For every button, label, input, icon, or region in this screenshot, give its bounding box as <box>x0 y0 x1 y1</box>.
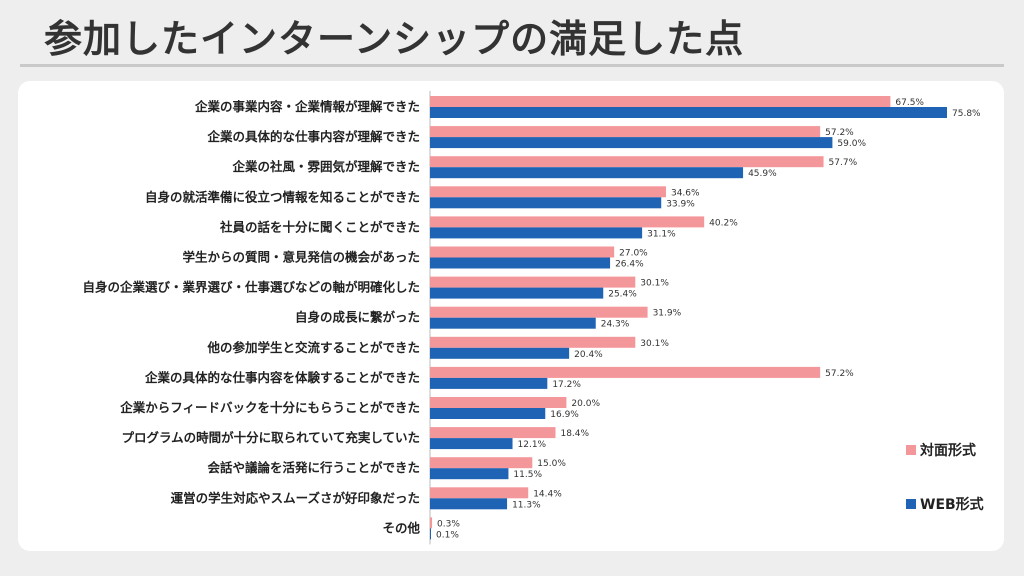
value-label-web: 12.1% <box>518 440 547 450</box>
value-label-face-to-face: 15.0% <box>537 459 566 469</box>
value-label-web: 17.2% <box>552 380 581 390</box>
bar-web <box>430 227 643 239</box>
value-label-face-to-face: 67.5% <box>895 98 924 108</box>
value-label-web: 0.1% <box>436 530 459 540</box>
bar-face-to-face <box>430 96 891 107</box>
bar-web <box>430 287 604 299</box>
value-label-web: 11.3% <box>512 500 541 510</box>
category-label: 企業の具体的な仕事内容を体験することができた <box>144 370 420 385</box>
category-label: 社員の話を十分に聞くことができた <box>219 219 420 234</box>
chart-panel: 企業の事業内容・企業情報が理解できた 67.5% 75.8% 企業の具体的な仕事内容が… <box>18 81 1004 551</box>
legend-item-face-to-face: 対面形式 <box>906 440 1016 460</box>
value-label-face-to-face: 14.4% <box>533 489 562 499</box>
bar-face-to-face <box>430 427 556 439</box>
value-label-face-to-face: 34.6% <box>671 188 700 198</box>
bar-face-to-face <box>430 336 636 348</box>
category-label: 企業の具体的な仕事内容が理解できた <box>206 129 420 144</box>
bar-web <box>430 498 508 510</box>
bar-face-to-face <box>430 126 821 138</box>
bar-web <box>430 528 431 540</box>
value-label-face-to-face: 0.3% <box>437 519 460 529</box>
value-label-face-to-face: 31.9% <box>653 309 682 319</box>
category-label: 学生からの質問・意見発信の機会があった <box>182 250 420 265</box>
value-label-face-to-face: 18.4% <box>560 429 589 439</box>
bar-face-to-face <box>430 156 824 168</box>
value-label-web: 45.9% <box>748 169 777 179</box>
legend-swatch-face-to-face <box>906 445 916 455</box>
bar-face-to-face <box>430 246 615 258</box>
category-label: 自身の成長に繋がった <box>295 310 420 325</box>
value-label-web: 33.9% <box>666 199 695 209</box>
bar-face-to-face <box>430 276 636 288</box>
page-title: 参加したインターンシップの満足した点 <box>44 17 745 61</box>
bar-face-to-face <box>430 397 567 408</box>
value-label-face-to-face: 57.2% <box>825 128 854 138</box>
bar-face-to-face <box>430 216 705 228</box>
value-label-face-to-face: 20.0% <box>571 399 600 409</box>
category-label: その他 <box>382 520 420 535</box>
category-label: 企業からフィードバックを十分にもらうことができた <box>119 400 420 415</box>
bar-web <box>430 317 596 329</box>
category-label: 企業の事業内容・企業情報が理解できた <box>194 99 420 114</box>
value-label-web: 11.5% <box>513 470 542 480</box>
value-label-web: 20.4% <box>574 350 603 360</box>
legend: 対面形式 WEB形式 <box>906 440 1016 548</box>
bar-web <box>430 257 611 269</box>
legend-label-web: WEB形式 <box>920 497 984 513</box>
category-label: 企業の社風・雰囲気が理解できた <box>231 159 420 174</box>
category-label: プログラムの時間が十分に取られていて充実していた <box>121 430 420 445</box>
value-label-face-to-face: 40.2% <box>709 218 738 228</box>
value-label-web: 25.4% <box>608 290 637 300</box>
bar-face-to-face <box>430 186 666 198</box>
value-label-face-to-face: 30.1% <box>640 279 669 289</box>
bar-face-to-face <box>430 457 533 469</box>
category-label: 自身の就活準備に役立つ情報を知ることができた <box>145 189 420 204</box>
value-label-face-to-face: 27.0% <box>619 249 648 259</box>
bar-web <box>430 197 662 209</box>
bar-web <box>430 377 548 389</box>
legend-label-face-to-face: 対面形式 <box>920 443 976 459</box>
value-label-web: 75.8% <box>952 109 981 119</box>
bar-chart: 企業の事業内容・企業情報が理解できた 67.5% 75.8% 企業の具体的な仕事内容が… <box>82 91 981 545</box>
bar-web <box>430 167 744 179</box>
bar-web <box>430 468 509 480</box>
value-label-face-to-face: 30.1% <box>640 339 669 349</box>
bar-web <box>430 347 570 359</box>
value-label-web: 31.1% <box>647 229 676 239</box>
bar-face-to-face <box>430 366 821 378</box>
bar-web <box>430 137 833 149</box>
category-label: 運営の学生対応やスムーズさが好印象だった <box>171 490 420 505</box>
value-label-web: 59.0% <box>837 139 866 149</box>
value-label-web: 24.3% <box>601 320 630 330</box>
value-label-web: 16.9% <box>550 410 579 420</box>
legend-swatch-web <box>906 499 916 509</box>
value-label-web: 26.4% <box>615 260 644 270</box>
bar-face-to-face <box>430 517 433 529</box>
bar-web <box>430 408 546 419</box>
bar-web <box>430 107 947 118</box>
value-label-face-to-face: 57.2% <box>825 369 854 379</box>
bar-face-to-face <box>430 487 529 499</box>
category-label: 他の参加学生と交流することができた <box>206 340 420 355</box>
bar-web <box>430 438 513 450</box>
legend-item-web: WEB形式 <box>906 494 1016 514</box>
category-label: 会話や議論を活発に行うことができた <box>207 460 420 475</box>
bar-face-to-face <box>430 306 648 318</box>
value-label-face-to-face: 57.7% <box>829 158 858 168</box>
category-label: 自身の企業選び・業界選び・仕事選びなどの軸が明確化した <box>82 280 420 295</box>
title-divider <box>20 64 1004 67</box>
